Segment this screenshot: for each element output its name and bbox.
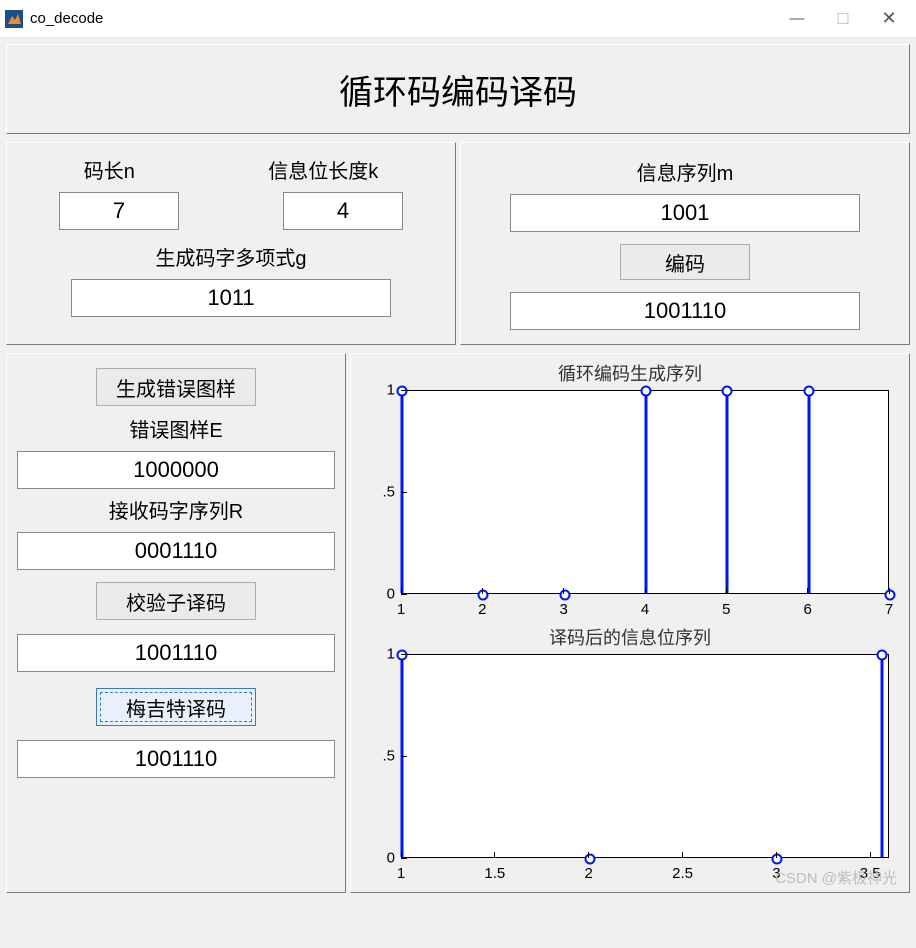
encoded-output[interactable]: 1001110	[510, 292, 860, 330]
m-input[interactable]: 1001	[510, 194, 860, 232]
stem-marker	[772, 854, 783, 865]
error-label: 错误图样E	[17, 414, 335, 443]
xtick-label: 7	[885, 601, 893, 618]
xtick-label: 1	[397, 865, 405, 882]
top-row: 码长n 信息位长度k 7 4 生成码字多项式g 1011 信息序列m 1001 …	[4, 140, 912, 347]
xtick-label: 2.5	[672, 865, 693, 882]
window-controls: — ☐ ✕	[774, 4, 912, 34]
ytick-label: 1	[361, 382, 401, 399]
page-title: 循环码编码译码	[339, 65, 577, 114]
stem-marker	[478, 590, 489, 601]
titlebar: co_decode — ☐ ✕	[0, 0, 916, 38]
xtick-label: 5	[722, 601, 730, 618]
n-label: 码长n	[84, 155, 135, 184]
stem-marker	[559, 590, 570, 601]
syndrome-output[interactable]: 1001110	[17, 634, 335, 672]
error-input[interactable]: 1000000	[17, 451, 335, 489]
app-icon	[4, 9, 24, 29]
maximize-button[interactable]: ☐	[820, 4, 866, 34]
title-panel: 循环码编码译码	[6, 44, 910, 134]
bottom-row: 生成错误图样 错误图样E 1000000 接收码字序列R 0001110 校验子…	[4, 351, 912, 895]
client-area: 循环码编码译码 码长n 信息位长度k 7 4 生成码字多项式g 1011 信息序…	[0, 38, 916, 948]
xtick-label: 4	[641, 601, 649, 618]
ytick-label: .5	[361, 484, 401, 501]
stem-marker	[803, 386, 814, 397]
chart2-title: 译码后的信息位序列	[361, 624, 899, 650]
encode-button[interactable]: 编码	[620, 244, 750, 280]
chart2: 0.5111.522.533.5	[361, 650, 899, 886]
k-input[interactable]: 4	[283, 192, 403, 230]
encode-panel: 信息序列m 1001 编码 1001110	[460, 142, 910, 345]
stem-marker	[885, 590, 896, 601]
m-label: 信息序列m	[471, 157, 899, 186]
meggitt-button[interactable]: 梅吉特译码	[96, 688, 256, 726]
g-input[interactable]: 1011	[71, 279, 391, 317]
meggitt-output[interactable]: 1001110	[17, 740, 335, 778]
stem-line	[726, 389, 729, 593]
xtick-label: 6	[803, 601, 811, 618]
stem-marker	[877, 650, 888, 661]
xtick-label: 2	[585, 865, 593, 882]
minimize-button[interactable]: —	[774, 4, 820, 34]
ytick-label: .5	[361, 748, 401, 765]
ytick-label: 0	[361, 850, 401, 867]
xtick-label: 1.5	[484, 865, 505, 882]
decode-panel: 生成错误图样 错误图样E 1000000 接收码字序列R 0001110 校验子…	[6, 353, 346, 893]
xtick-label: 3.5	[860, 865, 881, 882]
chart1: 0.511234567	[361, 386, 899, 622]
charts-panel: 循环编码生成序列 0 .5 1 1 2 3 4 5 6 7 译码后的信息位序列 0 .5 1 1 1.5 2…	[350, 353, 910, 893]
g-label: 生成码字多项式g	[17, 242, 445, 271]
k-label: 信息位长度k	[268, 155, 378, 184]
n-input[interactable]: 7	[59, 192, 179, 230]
stem-marker	[584, 854, 595, 865]
params-panel: 码长n 信息位长度k 7 4 生成码字多项式g 1011	[6, 142, 456, 345]
chart1-title: 循环编码生成序列	[361, 360, 899, 386]
chart2-axes	[401, 654, 889, 858]
window-title: co_decode	[30, 10, 103, 27]
chart1-axes	[401, 390, 889, 594]
ytick-label: 0	[361, 586, 401, 603]
xtick-label: 2	[478, 601, 486, 618]
r-label: 接收码字序列R	[17, 495, 335, 524]
stem-marker	[641, 386, 652, 397]
r-input[interactable]: 0001110	[17, 532, 335, 570]
xtick-label: 3	[559, 601, 567, 618]
stem-line	[881, 653, 884, 857]
close-button[interactable]: ✕	[866, 4, 912, 34]
xtick-label: 1	[397, 601, 405, 618]
stem-line	[807, 389, 810, 593]
ytick-label: 1	[361, 646, 401, 663]
stem-marker	[722, 386, 733, 397]
app-window: co_decode — ☐ ✕ 循环码编码译码 码长n 信息位长度k 7 4 生…	[0, 0, 916, 948]
stem-line	[645, 389, 648, 593]
syndrome-button[interactable]: 校验子译码	[96, 582, 256, 620]
gen-error-button[interactable]: 生成错误图样	[96, 368, 256, 406]
xtick-label: 3	[772, 865, 780, 882]
